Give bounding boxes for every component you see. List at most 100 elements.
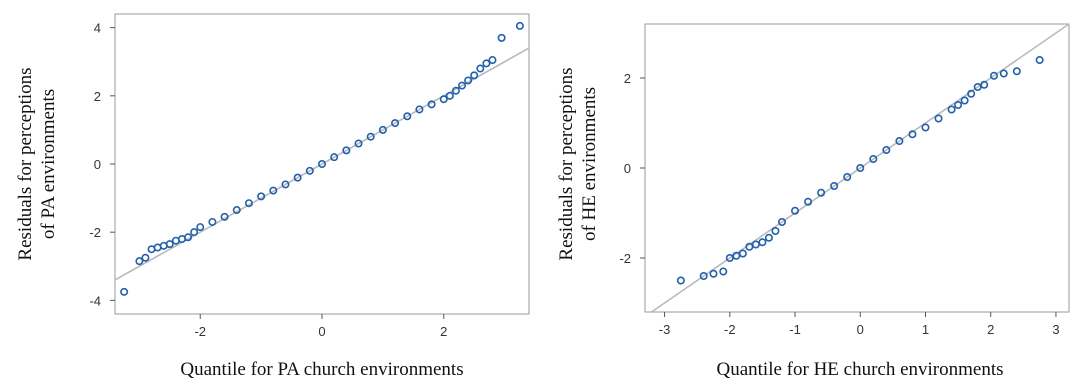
data-point-he xyxy=(895,137,904,146)
data-point-pa xyxy=(135,257,144,266)
data-point-he xyxy=(732,251,741,260)
data-point-pa xyxy=(391,119,400,128)
data-point-he xyxy=(999,69,1008,78)
data-point-he xyxy=(771,227,780,236)
data-point-pa xyxy=(141,253,150,262)
data-point-pa xyxy=(257,192,266,201)
data-point-he xyxy=(751,240,760,249)
data-point-he xyxy=(699,271,708,280)
x-tick-label-he: 0 xyxy=(857,322,864,337)
data-point-he xyxy=(777,218,786,227)
y-axis-label-pa-line1: Residuals for perceptions xyxy=(15,67,36,260)
data-point-he xyxy=(1035,55,1044,64)
y-tick-label-pa: -2 xyxy=(89,225,101,240)
y-axis-label-he-line2: of HE environments xyxy=(579,87,600,241)
data-point-he xyxy=(954,101,963,110)
data-point-pa xyxy=(464,76,473,85)
data-point-pa xyxy=(354,139,363,148)
x-tick-label-he: 1 xyxy=(922,322,929,337)
data-point-pa xyxy=(184,233,193,242)
y-axis-label-pa-line2: of PA environments xyxy=(38,89,59,239)
data-point-pa xyxy=(244,199,253,208)
data-point-he xyxy=(989,71,998,80)
x-tick-label-he: 2 xyxy=(987,322,994,337)
ticks-he: -3 -2 -1 0 1 2 3 -2 0 2 xyxy=(619,71,1059,337)
data-point-he xyxy=(738,249,747,258)
y-tick-label-he: 0 xyxy=(624,161,631,176)
data-point-he xyxy=(764,233,773,242)
y-tick-label-he: -2 xyxy=(619,251,631,266)
y-tick-label-pa: 0 xyxy=(94,157,101,172)
data-point-he xyxy=(709,269,718,278)
data-point-he xyxy=(1012,67,1021,76)
data-point-he xyxy=(725,254,734,263)
data-point-pa xyxy=(281,180,290,189)
data-point-pa xyxy=(482,59,491,68)
x-tick-label-he: 3 xyxy=(1052,322,1059,337)
data-point-he xyxy=(856,164,865,173)
data-point-he xyxy=(758,238,767,247)
chart-he: -3 -2 -1 0 1 2 3 -2 0 2 Quantile for HE church en… xyxy=(556,23,1070,380)
data-point-he xyxy=(676,276,685,285)
data-point-pa xyxy=(439,95,448,104)
data-point-pa xyxy=(220,212,229,221)
data-point-pa xyxy=(293,173,302,182)
data-point-pa xyxy=(445,91,454,100)
data-point-he xyxy=(804,197,813,206)
data-point-he xyxy=(830,182,839,191)
data-point-he xyxy=(719,267,728,276)
data-point-pa xyxy=(470,71,479,80)
data-point-pa xyxy=(165,240,174,249)
data-point-he xyxy=(973,83,982,92)
data-point-pa xyxy=(196,223,205,232)
data-point-he xyxy=(745,242,754,251)
y-tick-label-pa: 4 xyxy=(94,21,101,36)
data-point-pa xyxy=(427,100,436,109)
data-point-pa xyxy=(488,56,497,65)
y-tick-label-he: 2 xyxy=(624,71,631,86)
data-point-pa xyxy=(190,228,199,237)
y-tick-label-pa: 2 xyxy=(94,89,101,104)
data-point-pa xyxy=(120,287,129,296)
data-point-pa xyxy=(415,105,424,114)
ticks-pa: -2 0 2 -4 -2 0 2 4 xyxy=(89,21,447,339)
data-point-he xyxy=(921,123,930,132)
data-point-he xyxy=(980,80,989,89)
points-he xyxy=(676,55,1044,285)
x-tick-label-he: -1 xyxy=(789,322,801,337)
data-point-he xyxy=(869,155,878,164)
data-point-pa xyxy=(305,166,314,175)
x-tick-label-he: -2 xyxy=(724,322,736,337)
data-point-he xyxy=(882,146,891,155)
points-pa xyxy=(120,21,524,296)
data-point-pa xyxy=(476,64,485,73)
x-tick-label-pa: -2 xyxy=(194,324,206,339)
data-point-pa xyxy=(342,146,351,155)
data-point-pa xyxy=(330,153,339,162)
data-point-pa xyxy=(378,125,387,134)
y-axis-label-he-line1: Residuals for perceptions xyxy=(556,67,577,260)
data-point-he xyxy=(843,173,852,182)
data-point-he xyxy=(791,206,800,215)
data-point-pa xyxy=(403,112,412,121)
data-point-he xyxy=(908,130,917,139)
chart-pa: -2 0 2 -4 -2 0 2 4 Quantile for PA church envir… xyxy=(15,13,530,380)
data-point-he xyxy=(817,188,826,197)
x-axis-label-pa: Quantile for PA church environments xyxy=(180,359,463,380)
data-point-pa xyxy=(451,86,460,95)
reference-line-he xyxy=(651,23,1070,313)
data-point-he xyxy=(934,114,943,123)
data-point-pa xyxy=(269,186,278,195)
data-point-pa xyxy=(317,160,326,169)
data-point-pa xyxy=(232,206,241,215)
data-point-pa xyxy=(497,33,506,42)
y-tick-label-pa: -4 xyxy=(89,293,101,308)
x-tick-label-he: -3 xyxy=(659,322,671,337)
data-point-pa xyxy=(208,217,217,226)
data-point-he xyxy=(967,89,976,98)
x-tick-label-pa: 2 xyxy=(440,324,447,339)
data-point-pa xyxy=(515,21,524,30)
data-point-he xyxy=(960,96,969,105)
data-point-pa xyxy=(458,81,467,90)
x-tick-label-pa: 0 xyxy=(318,324,325,339)
